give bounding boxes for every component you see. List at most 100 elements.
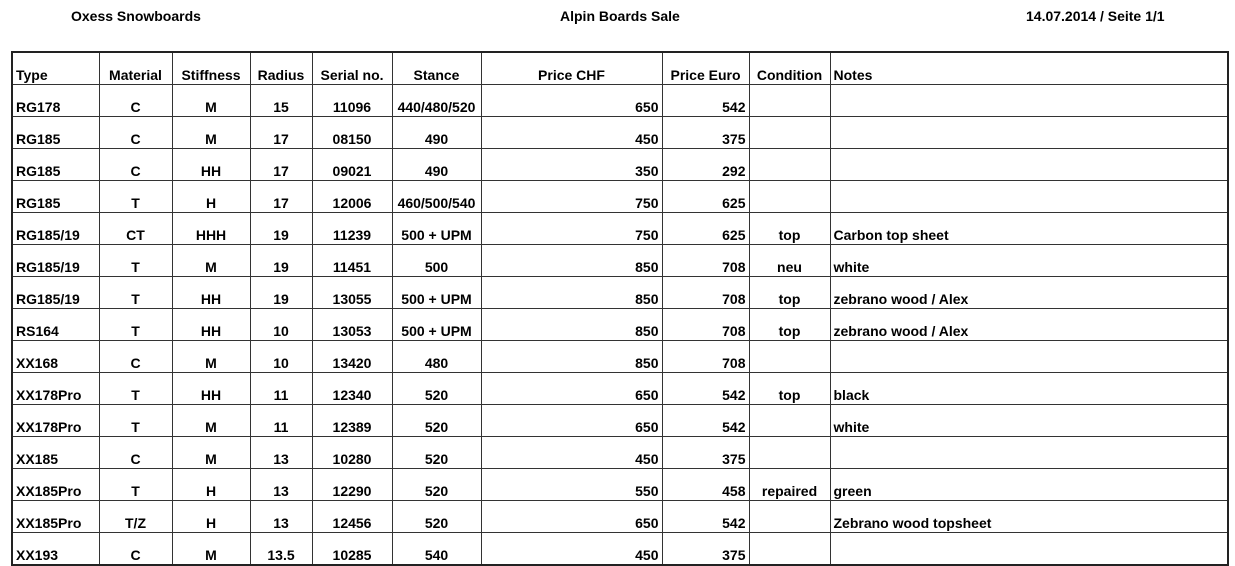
boards-table: Type Material Stiffness Radius Serial no. Sta… [11, 51, 1229, 566]
cell-notes: zebrano wood / Alex [829, 308, 1229, 341]
cell-stance: 540 [391, 532, 482, 566]
table-row: XX178Pro T HH 11 12340 520 650 542 top black [11, 372, 1229, 405]
cell-type: XX193 [11, 532, 100, 566]
cell-price-chf: 650 [480, 404, 663, 437]
cell-stance: 440/480/520 [391, 84, 482, 117]
cell-price-chf: 650 [480, 372, 663, 405]
cell-price-chf: 450 [480, 532, 663, 566]
cell-price-euro: 542 [661, 500, 750, 533]
table-row: XX185Pro T H 13 12290 520 550 458 repaired green [11, 468, 1229, 501]
table-row: RG185/19 T HH 19 13055 500 + UPM 850 708 top zebr… [11, 276, 1229, 309]
cell-serial: 10285 [311, 532, 393, 566]
cell-condition [748, 404, 831, 437]
cell-type: RG185 [11, 180, 100, 213]
cell-serial: 12006 [311, 180, 393, 213]
cell-price-chf: 450 [480, 436, 663, 469]
cell-material: T/Z [98, 500, 173, 533]
cell-condition [748, 148, 831, 181]
cell-notes: white [829, 404, 1229, 437]
cell-radius: 11 [249, 372, 313, 405]
cell-price-euro: 625 [661, 180, 750, 213]
cell-condition: top [748, 212, 831, 245]
cell-condition: top [748, 308, 831, 341]
cell-stance: 520 [391, 500, 482, 533]
cell-stance: 520 [391, 404, 482, 437]
cell-radius: 13 [249, 500, 313, 533]
cell-condition: neu [748, 244, 831, 277]
table-row: RG185 T H 17 12006 460/500/540 750 625 [11, 180, 1229, 213]
cell-price-euro: 542 [661, 404, 750, 437]
cell-stiffness: M [171, 244, 251, 277]
cell-stiffness: M [171, 340, 251, 373]
cell-material: C [98, 340, 173, 373]
cell-condition [748, 436, 831, 469]
cell-stance: 520 [391, 436, 482, 469]
cell-condition [748, 180, 831, 213]
cell-stance: 520 [391, 372, 482, 405]
cell-price-euro: 375 [661, 116, 750, 149]
column-header-condition: Condition [748, 51, 831, 85]
cell-serial: 11096 [311, 84, 393, 117]
cell-price-chf: 850 [480, 308, 663, 341]
cell-price-chf: 550 [480, 468, 663, 501]
cell-stance: 500 + UPM [391, 276, 482, 309]
cell-stiffness: H [171, 468, 251, 501]
company-name: Oxess Snowboards [71, 8, 201, 24]
cell-type: RG185/19 [11, 212, 100, 245]
cell-stiffness: M [171, 404, 251, 437]
table-row: XX168 C M 10 13420 480 850 708 [11, 340, 1229, 373]
cell-price-euro: 542 [661, 372, 750, 405]
cell-radius: 13.5 [249, 532, 313, 566]
cell-material: C [98, 436, 173, 469]
cell-radius: 19 [249, 212, 313, 245]
cell-stiffness: M [171, 532, 251, 566]
cell-material: C [98, 148, 173, 181]
cell-notes [829, 116, 1229, 149]
cell-condition [748, 340, 831, 373]
cell-price-euro: 708 [661, 308, 750, 341]
table-row: XX185 C M 13 10280 520 450 375 [11, 436, 1229, 469]
cell-price-chf: 650 [480, 500, 663, 533]
column-header-stance: Stance [391, 51, 482, 85]
cell-material: CT [98, 212, 173, 245]
cell-condition: top [748, 372, 831, 405]
cell-price-chf: 850 [480, 244, 663, 277]
cell-notes: green [829, 468, 1229, 501]
cell-material: C [98, 84, 173, 117]
table-header-row: Type Material Stiffness Radius Serial no. Sta… [11, 51, 1229, 85]
cell-stance: 490 [391, 148, 482, 181]
cell-material: T [98, 276, 173, 309]
cell-condition [748, 500, 831, 533]
cell-serial: 13053 [311, 308, 393, 341]
table-row: XX178Pro T M 11 12389 520 650 542 white [11, 404, 1229, 437]
cell-material: C [98, 116, 173, 149]
cell-notes: zebrano wood / Alex [829, 276, 1229, 309]
cell-serial: 09021 [311, 148, 393, 181]
cell-price-chf: 850 [480, 340, 663, 373]
cell-material: T [98, 244, 173, 277]
cell-notes: white [829, 244, 1229, 277]
cell-material: T [98, 468, 173, 501]
column-header-serial: Serial no. [311, 51, 393, 85]
cell-price-euro: 375 [661, 532, 750, 566]
table-row: RG178 C M 15 11096 440/480/520 650 542 [11, 84, 1229, 117]
cell-serial: 11239 [311, 212, 393, 245]
cell-price-euro: 375 [661, 436, 750, 469]
cell-price-euro: 708 [661, 276, 750, 309]
column-header-price-chf: Price CHF [480, 51, 663, 85]
cell-stance: 500 + UPM [391, 212, 482, 245]
cell-stiffness: HHH [171, 212, 251, 245]
cell-stiffness: HH [171, 148, 251, 181]
cell-condition: top [748, 276, 831, 309]
cell-radius: 11 [249, 404, 313, 437]
cell-radius: 17 [249, 116, 313, 149]
cell-notes: Carbon top sheet [829, 212, 1229, 245]
column-header-material: Material [98, 51, 173, 85]
cell-type: XX178Pro [11, 404, 100, 437]
cell-stiffness: H [171, 500, 251, 533]
cell-radius: 10 [249, 340, 313, 373]
cell-price-euro: 625 [661, 212, 750, 245]
cell-stiffness: HH [171, 276, 251, 309]
cell-condition [748, 84, 831, 117]
column-header-stiffness: Stiffness [171, 51, 251, 85]
